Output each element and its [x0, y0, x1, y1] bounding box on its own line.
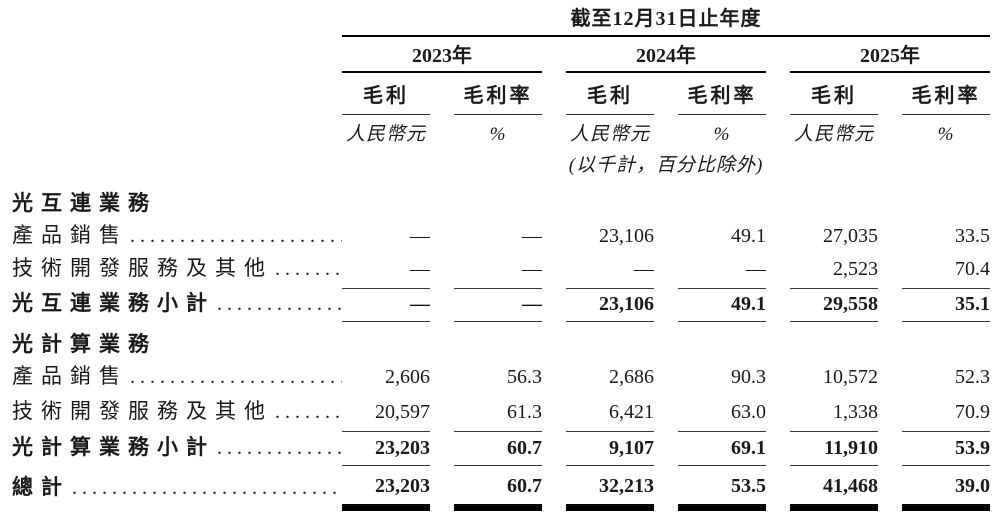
value-cell: 90.3 [731, 366, 766, 388]
table-header-units: 人民幣元 % 人民幣元 % 人民幣元 % [12, 114, 990, 150]
value-cell: — [522, 225, 542, 247]
section-row-optical-interconnect: 光互連業務 [12, 180, 990, 215]
value-cell: 70.9 [902, 389, 991, 432]
row-label: 產品銷售 [12, 223, 128, 247]
subtotal-label: 光計算業務小計 [12, 435, 215, 459]
col-header-gross-margin-2023: 毛利率 [454, 72, 542, 115]
units-note: (以千計，百分比除外) [568, 155, 764, 177]
subtotal-cell: — [342, 288, 430, 322]
total-cell: 39.0 [902, 465, 991, 509]
table-row-tech-dev-services: 技術開發服務及其他 20,597 61.3 6,421 63.0 1,338 7… [12, 389, 991, 432]
value-cell: 20,597 [342, 389, 430, 432]
section-label: 光計算業務 [12, 331, 157, 356]
value-cell: 56.3 [507, 366, 542, 388]
subtotal-cell: 29,558 [790, 288, 878, 322]
subtotal-label: 光互連業務小計 [12, 291, 215, 315]
subtotal-cell: 53.9 [902, 431, 991, 466]
dot-leader [275, 258, 342, 281]
total-cell: 60.7 [454, 465, 542, 509]
table-row-product-sales: 產品銷售 2,606 56.3 2,686 90.3 10,572 52.3 [12, 356, 990, 389]
value-cell: 6,421 [566, 389, 654, 432]
value-cell: 27,035 [823, 225, 878, 247]
value-cell: — [342, 248, 430, 289]
value-cell: 52.3 [955, 366, 991, 388]
double-rule-row [12, 506, 991, 511]
value-cell: 2,606 [385, 366, 430, 388]
table-header-period: 截至12月31日止年度 [12, 2, 991, 37]
table-header-measures: 毛利 毛利率 毛利 毛利率 毛利 毛利率 [12, 72, 991, 115]
total-cell: 41,468 [790, 465, 878, 509]
subtotal-cell: 9,107 [566, 431, 654, 466]
value-cell: 1,338 [790, 389, 878, 432]
value-cell: 10,572 [823, 366, 878, 388]
value-cell: 61.3 [454, 389, 542, 432]
value-cell: — [454, 248, 542, 289]
dot-leader [275, 401, 342, 424]
table-row-product-sales: 產品銷售 — — 23,106 49.1 27,035 33.5 [12, 215, 990, 248]
subtotal-row-optical-computing: 光計算業務小計 23,203 60.7 9,107 69.1 11,910 53… [12, 431, 991, 466]
value-cell: 2,523 [790, 248, 878, 289]
dot-leader [217, 437, 342, 460]
subtotal-cell: 49.1 [678, 288, 766, 322]
table-header-years: 2023年 2024年 2025年 [12, 36, 991, 73]
unit-pct-2025: % [937, 124, 955, 146]
subtotal-cell: 23,203 [342, 431, 430, 466]
col-header-gross-profit-2024: 毛利 [566, 72, 654, 115]
gross-profit-table: 截至12月31日止年度 2023年 2024年 2025年 毛利 毛利率 毛利 … [12, 2, 991, 511]
total-label: 總計 [12, 475, 70, 499]
total-cell: 23,203 [342, 465, 430, 509]
value-cell: 2,686 [609, 366, 654, 388]
year-header-2023: 2023年 [342, 36, 542, 73]
col-header-gross-profit-2025: 毛利 [790, 72, 878, 115]
table-row-tech-dev-services: 技術開發服務及其他 — — — — 2,523 70.4 [12, 248, 991, 289]
value-cell: — [410, 225, 430, 247]
value-cell: 33.5 [955, 225, 991, 247]
value-cell: 63.0 [678, 389, 766, 432]
col-header-gross-margin-2024: 毛利率 [678, 72, 766, 115]
value-cell: 70.4 [902, 248, 991, 289]
subtotal-cell: 60.7 [454, 431, 542, 466]
value-cell: — [678, 248, 766, 289]
dot-leader [217, 293, 342, 316]
section-row-optical-computing: 光計算業務 [12, 321, 990, 356]
dot-leader [130, 225, 342, 248]
dot-leader [130, 366, 342, 389]
col-header-gross-margin-2025: 毛利率 [902, 72, 991, 115]
unit-rmb-2023: 人民幣元 [345, 124, 426, 146]
subtotal-cell: — [454, 288, 542, 322]
total-row: 總計 23,203 60.7 32,213 53.5 41,468 39.0 [12, 465, 991, 509]
value-cell: 49.1 [731, 225, 766, 247]
total-cell: 53.5 [678, 465, 766, 509]
subtotal-cell: 11,910 [790, 431, 878, 466]
row-label: 產品銷售 [12, 364, 128, 388]
value-cell: — [566, 248, 654, 289]
table-header-note: (以千計，百分比除外) [12, 150, 990, 180]
section-label: 光互連業務 [12, 190, 157, 215]
dot-leader [72, 477, 342, 500]
year-header-2024: 2024年 [566, 36, 766, 73]
row-label: 技術開發服務及其他 [12, 256, 273, 280]
unit-pct-2023: % [489, 124, 507, 146]
subtotal-cell: 35.1 [902, 288, 991, 322]
total-cell: 32,213 [566, 465, 654, 509]
subtotal-row-optical-interconnect: 光互連業務小計 — — 23,106 49.1 29,558 35.1 [12, 288, 991, 322]
unit-pct-2024: % [713, 124, 731, 146]
unit-rmb-2024: 人民幣元 [569, 124, 650, 146]
col-header-gross-profit-2023: 毛利 [342, 72, 430, 115]
subtotal-cell: 23,106 [566, 288, 654, 322]
period-title: 截至12月31日止年度 [342, 2, 991, 37]
year-header-2025: 2025年 [790, 36, 991, 73]
unit-rmb-2025: 人民幣元 [793, 124, 874, 146]
subtotal-cell: 69.1 [678, 431, 766, 466]
value-cell: 23,106 [599, 225, 654, 247]
row-label: 技術開發服務及其他 [12, 399, 273, 423]
